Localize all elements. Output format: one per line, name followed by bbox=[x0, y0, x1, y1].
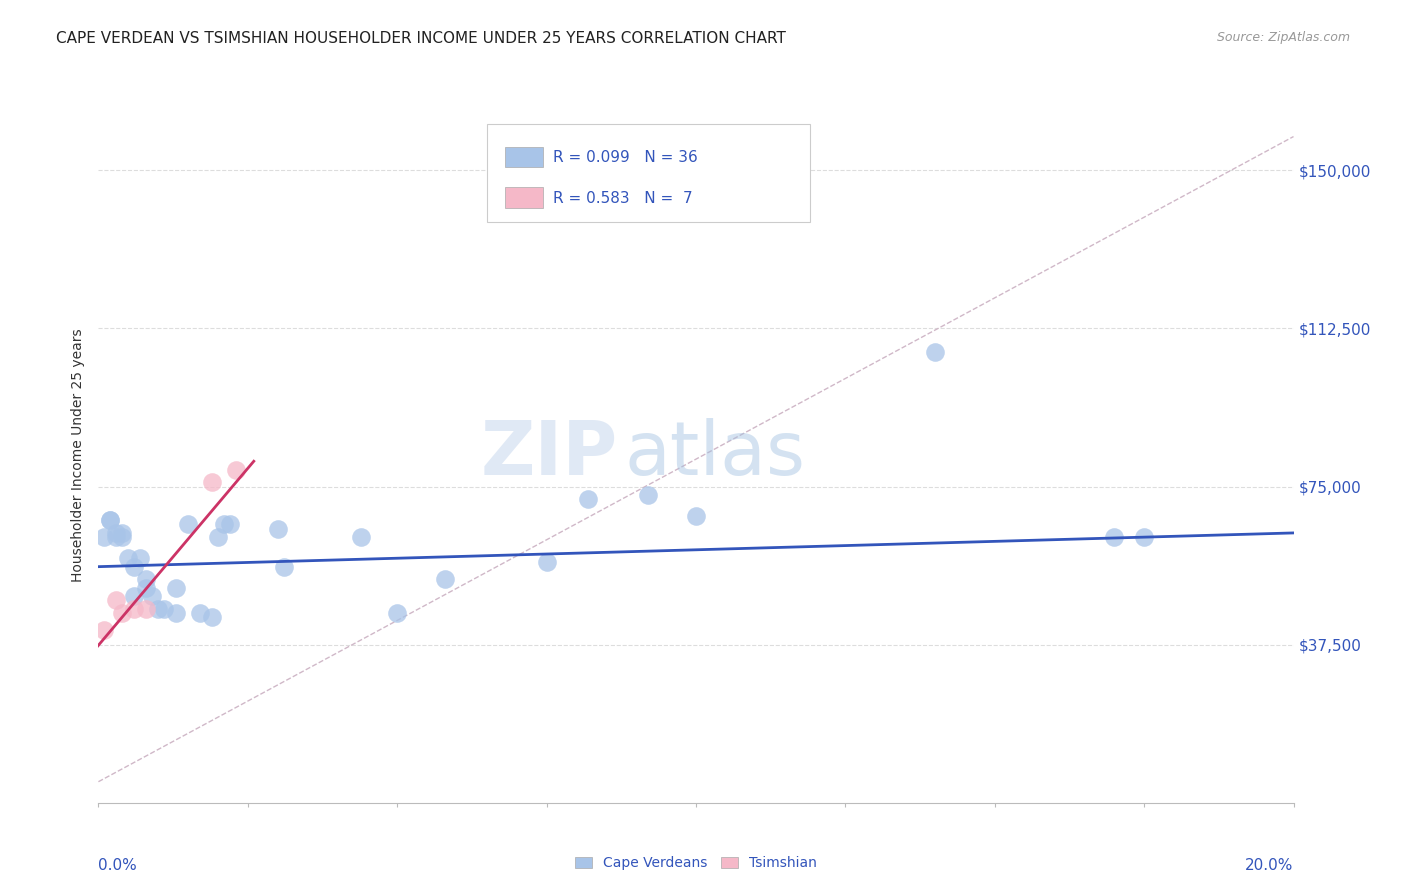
Point bbox=[536, 556, 558, 570]
Point bbox=[135, 572, 157, 586]
Point bbox=[177, 517, 200, 532]
Point bbox=[124, 602, 146, 616]
Text: R = 0.583   N =  7: R = 0.583 N = 7 bbox=[553, 191, 692, 206]
Y-axis label: Householder Income Under 25 years: Householder Income Under 25 years bbox=[72, 328, 86, 582]
Point bbox=[219, 517, 242, 532]
Point bbox=[1104, 530, 1126, 544]
Point bbox=[201, 610, 224, 624]
Point bbox=[578, 492, 600, 507]
Point bbox=[105, 530, 128, 544]
Point bbox=[273, 559, 295, 574]
FancyBboxPatch shape bbox=[505, 146, 543, 167]
Point bbox=[434, 572, 457, 586]
Point bbox=[100, 513, 122, 527]
Text: Source: ZipAtlas.com: Source: ZipAtlas.com bbox=[1216, 31, 1350, 45]
Point bbox=[129, 551, 152, 566]
Point bbox=[153, 602, 176, 616]
Point bbox=[201, 475, 224, 490]
Point bbox=[924, 344, 946, 359]
Point bbox=[141, 589, 163, 603]
Point bbox=[135, 581, 157, 595]
Text: atlas: atlas bbox=[624, 418, 806, 491]
Point bbox=[385, 606, 409, 620]
Point bbox=[111, 606, 134, 620]
Point bbox=[105, 593, 128, 607]
FancyBboxPatch shape bbox=[486, 124, 810, 222]
Point bbox=[1133, 530, 1156, 544]
Text: 20.0%: 20.0% bbox=[1246, 857, 1294, 872]
Point bbox=[124, 559, 146, 574]
Point bbox=[685, 509, 707, 524]
Point bbox=[350, 530, 373, 544]
Point bbox=[225, 463, 247, 477]
Text: R = 0.099   N = 36: R = 0.099 N = 36 bbox=[553, 150, 697, 165]
Point bbox=[165, 581, 187, 595]
Point bbox=[100, 513, 122, 527]
Text: 0.0%: 0.0% bbox=[98, 857, 138, 872]
FancyBboxPatch shape bbox=[505, 187, 543, 208]
Point bbox=[267, 522, 290, 536]
Point bbox=[111, 525, 134, 540]
Text: ZIP: ZIP bbox=[481, 418, 619, 491]
Point bbox=[124, 589, 146, 603]
Point bbox=[105, 525, 128, 540]
Point bbox=[93, 530, 115, 544]
Point bbox=[212, 517, 235, 532]
Point bbox=[135, 602, 157, 616]
Point bbox=[148, 602, 170, 616]
Point bbox=[93, 623, 115, 637]
Point bbox=[207, 530, 229, 544]
Point bbox=[188, 606, 211, 620]
Point bbox=[111, 530, 134, 544]
Text: CAPE VERDEAN VS TSIMSHIAN HOUSEHOLDER INCOME UNDER 25 YEARS CORRELATION CHART: CAPE VERDEAN VS TSIMSHIAN HOUSEHOLDER IN… bbox=[56, 31, 786, 46]
Legend: Cape Verdeans, Tsimshian: Cape Verdeans, Tsimshian bbox=[569, 851, 823, 876]
Point bbox=[165, 606, 187, 620]
Point bbox=[117, 551, 139, 566]
Point bbox=[637, 488, 659, 502]
